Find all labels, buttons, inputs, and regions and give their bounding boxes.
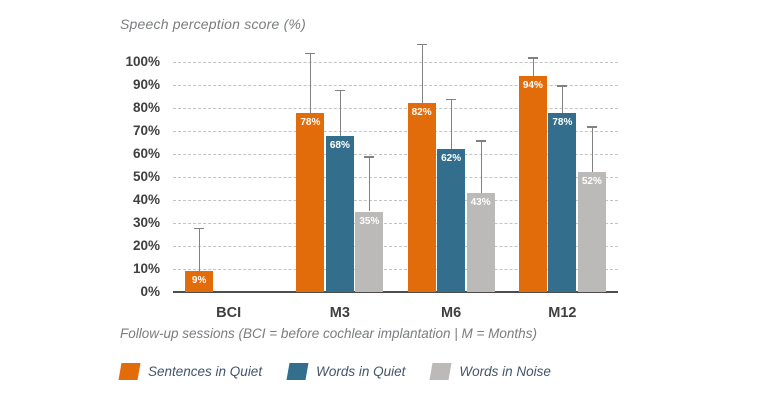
- bar-value-label: 43%: [470, 197, 491, 209]
- x-tick-label: M3: [329, 305, 350, 321]
- bar-m6-1: 62%: [437, 149, 466, 292]
- bar-m3-2: 35%: [355, 211, 384, 292]
- error-bar: [562, 85, 564, 113]
- gridline: [173, 223, 618, 224]
- x-tick-label: BCI: [216, 305, 242, 321]
- gridline: [173, 85, 618, 86]
- error-bar: [451, 98, 453, 150]
- bar-value-label: 78%: [552, 116, 573, 128]
- legend-item-sentences-in-quiet: Sentences in Quiet: [118, 363, 263, 380]
- bar-value-label: 94%: [522, 79, 543, 91]
- legend-swatch-icon: [429, 363, 452, 380]
- error-bar: [532, 57, 534, 76]
- bar-value-label: 68%: [329, 139, 350, 151]
- y-tick-label: 60%: [132, 146, 160, 161]
- error-bar-cap: [557, 85, 568, 87]
- y-tick-label: 70%: [132, 123, 160, 138]
- error-bar-cap: [305, 52, 316, 55]
- bar-m6-0: 82%: [407, 103, 436, 292]
- legend-label: Words in Noise: [459, 364, 551, 379]
- bar-bci-0: 9%: [185, 271, 214, 292]
- x-tick-label: M6: [441, 305, 462, 321]
- error-bar-cap: [334, 89, 345, 92]
- gridline: [173, 177, 618, 178]
- bar-value-label: 82%: [411, 107, 432, 119]
- bar-value-label: 35%: [359, 215, 380, 227]
- legend-item-words-in-noise: Words in Noise: [429, 363, 551, 380]
- legend-swatch-icon: [286, 363, 309, 380]
- chart-title: Speech perception score (%): [120, 16, 306, 32]
- error-bar: [369, 156, 371, 212]
- y-tick-label: 30%: [132, 215, 160, 230]
- y-tick-label: 50%: [132, 169, 160, 184]
- bar-m12-0: 94%: [518, 75, 547, 292]
- error-bar: [199, 227, 201, 272]
- y-tick-label: 80%: [132, 100, 160, 115]
- gridline: [173, 246, 618, 247]
- y-tick-label: 20%: [132, 238, 160, 253]
- legend: Sentences in Quiet Words in Quiet Words …: [118, 363, 551, 380]
- gridline: [173, 131, 618, 132]
- error-bar-cap: [527, 57, 538, 59]
- bar-m12-2: 52%: [577, 172, 606, 292]
- legend-label: Words in Quiet: [316, 364, 406, 379]
- legend-label: Sentences in Quiet: [148, 364, 263, 379]
- x-tick-label: M12: [548, 305, 577, 321]
- error-bar-cap: [475, 140, 486, 142]
- error-bar: [310, 52, 312, 113]
- gridline: [173, 269, 618, 270]
- gridline: [173, 62, 618, 63]
- error-bar-cap: [446, 98, 457, 101]
- bar-value-label: 9%: [191, 275, 207, 287]
- error-bar-cap: [586, 126, 597, 128]
- error-bar: [591, 126, 593, 173]
- y-tick-label: 10%: [132, 261, 160, 276]
- error-bar: [480, 140, 482, 194]
- legend-item-words-in-quiet: Words in Quiet: [286, 363, 406, 380]
- gridline: [173, 108, 618, 109]
- bar-value-label: 52%: [581, 176, 602, 188]
- bar-value-label: 62%: [441, 153, 462, 165]
- error-bar-cap: [364, 156, 375, 158]
- error-bar-cap: [416, 43, 427, 46]
- error-bar: [339, 89, 341, 136]
- y-tick-label: 40%: [132, 192, 160, 207]
- y-tick-label: 0%: [140, 284, 160, 299]
- bar-m3-0: 78%: [296, 112, 325, 292]
- x-axis-line: [173, 291, 618, 293]
- bar-value-label: 78%: [300, 116, 321, 128]
- bar-m6-2: 43%: [466, 193, 495, 292]
- error-bar: [421, 43, 423, 104]
- gridline: [173, 154, 618, 155]
- legend-swatch-icon: [118, 363, 141, 380]
- bar-m12-1: 78%: [548, 112, 577, 292]
- y-tick-label: 100%: [125, 54, 160, 69]
- gridline: [173, 200, 618, 201]
- error-bar-cap: [194, 227, 205, 230]
- x-axis-caption: Follow-up sessions (BCI = before cochlea…: [120, 326, 537, 341]
- y-tick-label: 90%: [132, 77, 160, 92]
- bar-m3-1: 68%: [325, 135, 354, 292]
